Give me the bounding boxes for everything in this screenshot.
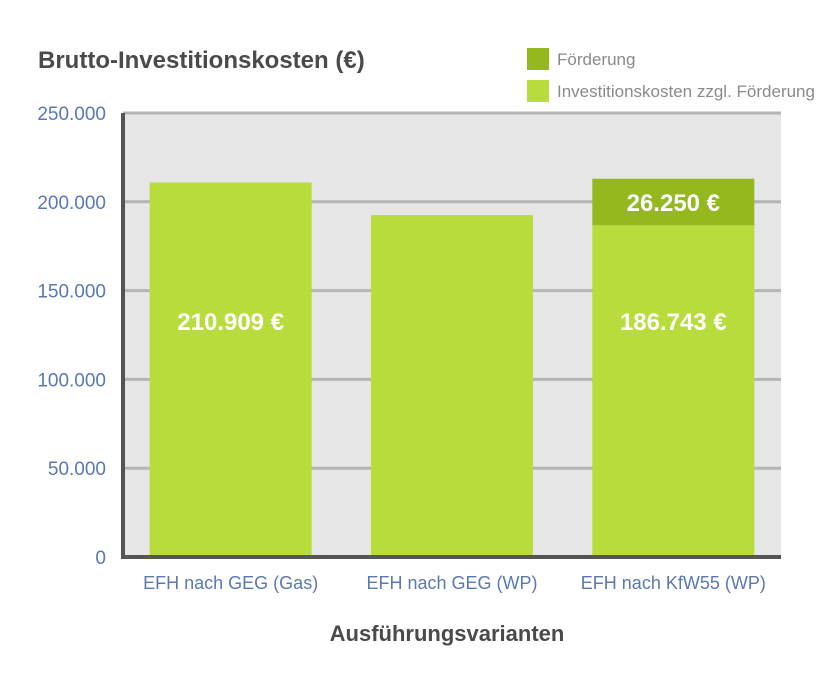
x-axis-label: Ausführungsvarianten — [330, 621, 565, 646]
chart-title: Brutto-Investitionskosten (€) — [38, 47, 365, 74]
bar-data-label: 26.250 € — [627, 190, 720, 217]
bar-data-label: 186.743 € — [620, 309, 727, 336]
bar-segment — [592, 225, 755, 558]
x-category-label: EFH nach KfW55 (WP) — [581, 573, 766, 593]
x-category-label: EFH nach GEG (Gas) — [143, 573, 318, 593]
bars: 210.909 € 186.743 € 26.250 € — [149, 178, 755, 558]
y-tick-label: 100.000 — [37, 370, 106, 391]
bar-segment — [592, 178, 755, 226]
axes — [121, 113, 781, 559]
legend-label: Förderung — [557, 50, 635, 69]
bar-data-label: 210.909 € — [177, 309, 284, 336]
y-axis-ticks: 0 50.000 100.000 150.000 200.000 250.000 — [37, 104, 106, 569]
x-axis-categories: EFH nach GEG (Gas) EFH nach GEG (WP) EFH n… — [143, 573, 766, 593]
y-tick-label: 50.000 — [48, 459, 106, 480]
y-tick-label: 200.000 — [37, 193, 106, 214]
y-tick-label: 150.000 — [37, 282, 106, 303]
legend-swatch — [527, 48, 549, 70]
chart-legend: Förderung Investitionskosten zzgl. Förder… — [527, 48, 815, 102]
y-tick-label: 250.000 — [37, 104, 106, 125]
y-tick-label: 0 — [95, 548, 106, 569]
bar-segment — [149, 182, 312, 558]
legend-swatch — [527, 80, 549, 102]
bar-segment — [371, 215, 533, 557]
x-category-label: EFH nach GEG (WP) — [366, 573, 537, 593]
legend-label: Investitionskosten zzgl. Förderung — [557, 82, 815, 101]
